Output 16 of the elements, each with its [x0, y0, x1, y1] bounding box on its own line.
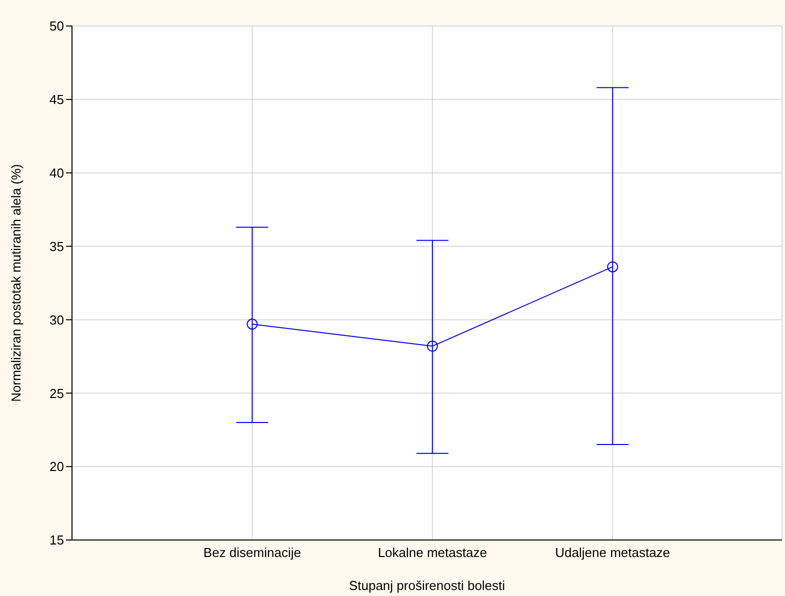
y-tick-label: 45	[50, 92, 64, 108]
y-tick-label: 35	[50, 238, 64, 254]
point	[607, 261, 618, 272]
y-tick-label: 20	[50, 459, 64, 474]
point	[246, 318, 258, 330]
x-tick-label: Bez diseminacije	[203, 545, 301, 560]
y-axis-title: Normaliziran postotak mutiranih alela (%)	[8, 164, 24, 402]
x-tick-label: Udaljene metastaze	[555, 545, 670, 560]
x-tick-label: Lokalne metastaze	[378, 545, 487, 560]
point	[426, 340, 438, 352]
y-tick-label: 40	[50, 165, 64, 180]
y-tick-label: 50	[50, 18, 64, 34]
y-tick-label: 30	[50, 312, 64, 328]
y-tick-label: 25	[50, 386, 64, 401]
x-axis-title: Stupanj proširenosti bolesti	[348, 578, 506, 593]
y-tick-label: 15	[50, 532, 64, 548]
